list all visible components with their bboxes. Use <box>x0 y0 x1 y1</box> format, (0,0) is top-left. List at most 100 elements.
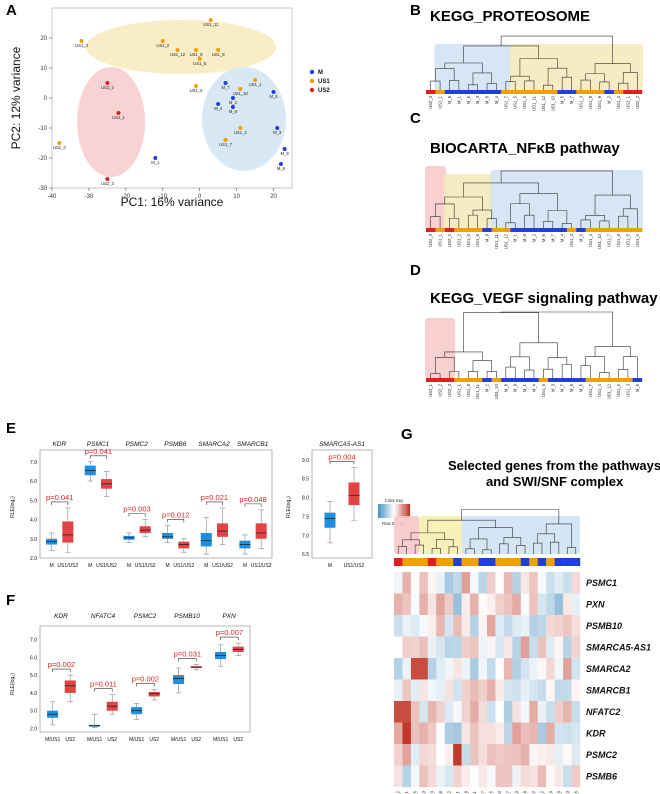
heatmap-cell <box>402 701 412 723</box>
group-label: M/US1 <box>171 737 187 743</box>
heatmap-cell <box>537 679 547 702</box>
heatmap-cell <box>453 679 462 702</box>
p-value: p=0.021 <box>201 493 228 502</box>
color-key-cell <box>386 504 388 518</box>
heatmap-cell <box>495 765 505 788</box>
panel-title-c: BIOCARTA_NFκB pathway <box>430 140 620 157</box>
heatmap-cell <box>427 701 437 723</box>
gene-name: SMARCB1 <box>237 441 269 448</box>
group-color-cell <box>538 228 549 232</box>
color-key-cell <box>382 504 385 518</box>
dendrogram-branch <box>510 356 530 371</box>
pca-point <box>275 126 280 130</box>
p-value: p=0.011 <box>90 680 117 689</box>
pca-point-label: US1_2 <box>156 43 169 48</box>
heatmap-cell <box>571 593 581 616</box>
heatmap-column-label: M_5 <box>489 790 494 794</box>
pca-point-label: US1_6 <box>193 61 206 66</box>
leaf-label: M_6 <box>569 383 574 392</box>
heatmap-cell <box>512 572 522 594</box>
gene-name: PSMC2 <box>134 613 157 620</box>
heatmap-cell <box>461 744 471 766</box>
heatmap-cell <box>546 744 555 766</box>
dendrogram-branch <box>500 170 613 196</box>
color-key-cell <box>398 504 401 518</box>
leaf-label: M_5 <box>578 233 583 242</box>
heatmap-cell <box>495 572 505 594</box>
heatmap-cell <box>410 744 420 766</box>
pca-point <box>105 81 110 85</box>
heatmap-cell <box>478 615 488 637</box>
p-bracket <box>220 636 239 641</box>
heatmap-cell <box>470 658 479 680</box>
dendrogram-branch <box>533 542 543 554</box>
heatmap-cell <box>394 615 403 637</box>
box-body <box>62 521 74 543</box>
heatmap-cell <box>419 593 429 616</box>
heatmap-cell <box>487 593 496 616</box>
y-tick-label: -30 <box>38 186 47 192</box>
x-tick-label: 0 <box>198 194 202 200</box>
dendrogram-branch <box>580 219 591 228</box>
dendrogram-branch <box>463 45 539 63</box>
heatmap-cell <box>571 679 581 702</box>
heatmap-cell <box>512 658 522 680</box>
y-tick-label: 8.5 <box>302 477 309 483</box>
group-color-cell <box>519 378 530 382</box>
cluster-highlight <box>509 44 643 90</box>
panel-label-a: A <box>6 2 17 19</box>
heatmap-cell <box>444 679 454 702</box>
heatmap-column-label: US1_8 <box>438 790 443 794</box>
heatmap-cell <box>537 744 547 766</box>
heatmap-cell <box>520 765 530 788</box>
group-color-cell <box>463 378 474 382</box>
p-value: p=0.041 <box>85 447 112 456</box>
dendrogram-branch <box>503 537 522 546</box>
leaf-label: US1_12 <box>503 233 508 249</box>
group-color-cell <box>444 378 455 382</box>
heatmap-cell <box>402 572 412 594</box>
heatmap-column-label: M_3 <box>565 790 570 794</box>
group-color-cell <box>566 228 577 232</box>
dendrogram-branch <box>622 72 638 90</box>
group-color-cell <box>519 90 530 94</box>
heatmap-gene-label: PSMB10 <box>586 621 622 631</box>
heatmap-cell <box>453 636 462 659</box>
pca-point <box>105 177 110 181</box>
leaf-label: M_4 <box>532 383 537 392</box>
pca-point <box>208 18 213 22</box>
heatmap-gene-label: SMARCA2 <box>586 664 631 674</box>
group-color-cell <box>519 228 530 232</box>
pca-point-label: US1_9 <box>190 52 203 57</box>
pca-point <box>278 162 283 166</box>
group-color-cell <box>435 228 445 232</box>
p-bracket <box>167 518 185 523</box>
plot-frame <box>39 625 251 733</box>
heatmap-cell <box>470 572 479 594</box>
heatmap-cell <box>529 744 538 766</box>
heatmap-cell <box>436 593 445 616</box>
group-color-cell <box>491 90 502 94</box>
heatmap-cell <box>419 765 429 788</box>
heatmap-column-label: US2_2 <box>396 790 401 794</box>
heatmap-cell <box>529 722 538 745</box>
dendrogram-branch <box>500 35 613 64</box>
panel-title-d: KEGG_VEGF signaling pathway <box>430 290 658 307</box>
pca-point <box>160 39 165 43</box>
group-color-cell <box>613 90 624 94</box>
heatmap-cell <box>436 765 445 788</box>
pca-point <box>175 48 180 52</box>
leaf-label: M_4 <box>494 95 499 104</box>
heatmap-cell <box>470 636 479 659</box>
group-color-cell <box>546 558 555 566</box>
dendrogram-branch <box>486 371 497 378</box>
heatmap-cell <box>478 765 488 788</box>
y-tick-label: 0 <box>44 96 48 102</box>
heatmap-cell <box>470 744 479 766</box>
group-color-cell <box>613 378 624 382</box>
dendrogram-branch <box>585 356 605 373</box>
heatmap-cell <box>487 636 496 659</box>
heatmap-cell <box>563 701 572 723</box>
heatmap-cell <box>529 658 538 680</box>
leaf-label: US2_1 <box>625 95 630 108</box>
